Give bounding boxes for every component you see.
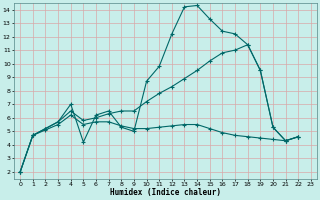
X-axis label: Humidex (Indice chaleur): Humidex (Indice chaleur) [110,188,221,197]
